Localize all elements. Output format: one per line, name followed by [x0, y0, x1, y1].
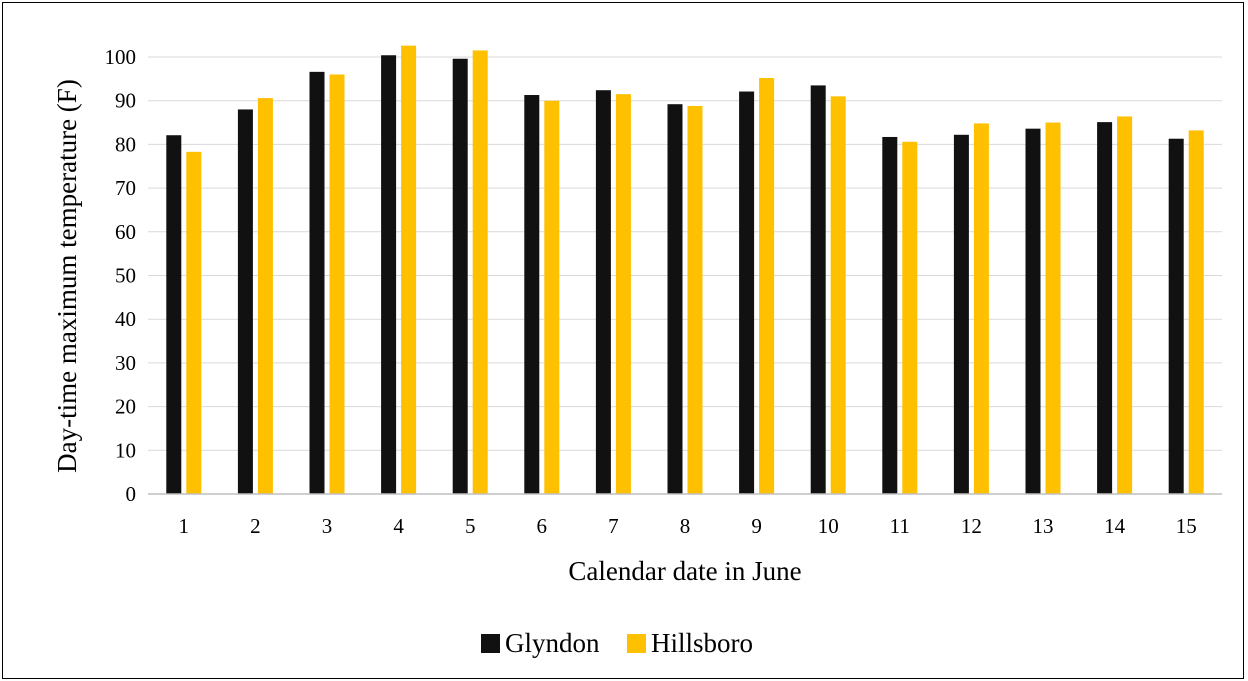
y-axis-title: Day-time maximum temperature (F) — [52, 79, 82, 473]
bar-hillsboro-13 — [1045, 122, 1061, 495]
bar-hillsboro-8 — [687, 105, 703, 494]
bar-glyndon-15 — [1168, 138, 1184, 494]
x-tick-label: 10 — [818, 514, 839, 538]
x-tick-label: 9 — [751, 514, 762, 538]
bar-glyndon-1 — [166, 135, 182, 494]
bar-glyndon-6 — [524, 95, 540, 495]
y-tick-label: 60 — [115, 220, 136, 244]
x-tick-label: 6 — [537, 514, 548, 538]
bar-hillsboro-14 — [1117, 116, 1133, 494]
x-tick-label: 5 — [465, 514, 476, 538]
x-axis-ticks: 1 2 3 4 5 6 7 8 9 10 11 12 13 14 15 — [179, 514, 1197, 538]
legend-swatch-hillsboro — [627, 634, 646, 653]
bar-hillsboro-12 — [973, 123, 989, 494]
x-tick-label: 1 — [179, 514, 190, 538]
x-tick-label: 4 — [393, 514, 404, 538]
bar-glyndon-2 — [237, 109, 253, 494]
x-tick-label: 2 — [250, 514, 261, 538]
bar-hillsboro-4 — [401, 45, 417, 494]
bar-hillsboro-2 — [257, 98, 273, 494]
y-axis-ticks: 0 10 20 30 40 50 60 70 80 90 100 — [105, 45, 137, 506]
bar-hillsboro-5 — [472, 50, 488, 494]
y-tick-label: 30 — [115, 351, 136, 375]
legend-label-hillsboro: Hillsboro — [651, 628, 753, 658]
bar-glyndon-7 — [595, 90, 611, 494]
x-tick-label: 14 — [1104, 514, 1126, 538]
x-tick-label: 8 — [680, 514, 691, 538]
legend: Glyndon Hillsboro — [481, 628, 753, 658]
y-tick-label: 10 — [115, 438, 136, 462]
legend-swatch-glyndon — [481, 634, 500, 653]
legend-item-glyndon: Glyndon — [481, 628, 600, 658]
x-tick-label: 15 — [1176, 514, 1197, 538]
y-tick-label: 70 — [115, 176, 136, 200]
y-tick-label: 90 — [115, 89, 136, 113]
bars — [166, 45, 1204, 495]
bar-glyndon-9 — [739, 91, 755, 494]
bar-hillsboro-10 — [830, 96, 846, 494]
bar-glyndon-3 — [309, 71, 325, 494]
gridlines — [148, 56, 1222, 451]
x-tick-label: 12 — [961, 514, 982, 538]
y-tick-label: 0 — [126, 482, 137, 506]
x-tick-label: 3 — [322, 514, 333, 538]
y-tick-label: 20 — [115, 395, 136, 419]
legend-item-hillsboro: Hillsboro — [627, 628, 753, 658]
x-tick-label: 13 — [1033, 514, 1054, 538]
legend-label-glyndon: Glyndon — [505, 628, 600, 658]
y-tick-label: 50 — [115, 264, 136, 288]
y-tick-label: 100 — [105, 45, 137, 69]
bar-glyndon-10 — [810, 85, 826, 494]
bar-glyndon-4 — [381, 55, 397, 494]
x-tick-label: 7 — [608, 514, 619, 538]
x-axis-title: Calendar date in June — [568, 556, 801, 586]
bar-glyndon-11 — [882, 136, 898, 494]
bar-glyndon-12 — [953, 134, 969, 494]
y-tick-label: 40 — [115, 307, 136, 331]
bar-hillsboro-6 — [544, 100, 560, 494]
bar-hillsboro-15 — [1188, 130, 1204, 494]
bar-hillsboro-11 — [902, 141, 918, 494]
bar-glyndon-5 — [452, 58, 468, 495]
y-tick-label: 80 — [115, 132, 136, 156]
bar-hillsboro-1 — [186, 151, 202, 495]
bar-glyndon-8 — [667, 104, 683, 495]
x-tick-label: 11 — [890, 514, 910, 538]
bar-glyndon-13 — [1025, 128, 1041, 494]
bar-hillsboro-7 — [615, 94, 631, 495]
bar-hillsboro-3 — [329, 74, 345, 494]
bar-hillsboro-9 — [759, 77, 775, 494]
bar-glyndon-14 — [1097, 122, 1113, 494]
